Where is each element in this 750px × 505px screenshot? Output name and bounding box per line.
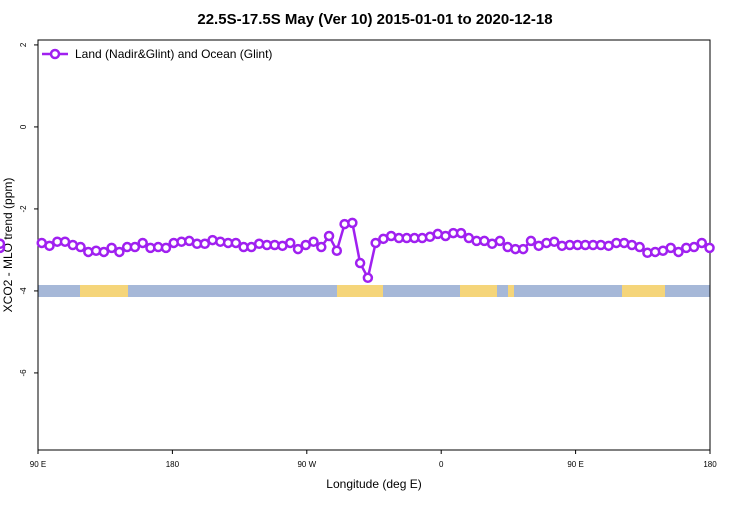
x-tick-label: 90 E <box>30 460 46 469</box>
land-band <box>622 285 665 297</box>
chart-title: 22.5S-17.5S May (Ver 10) 2015-01-01 to 2… <box>197 11 552 28</box>
data-point <box>673 246 684 258</box>
land-band <box>337 285 383 297</box>
data-point <box>129 241 141 253</box>
data-point <box>316 241 327 253</box>
data-point <box>665 242 676 254</box>
y-axis-label: XCO2 - MLO trend (ppm) <box>1 178 15 313</box>
data-point <box>199 238 211 250</box>
data-point <box>548 236 560 247</box>
data-point <box>114 246 125 258</box>
y-tick-label: -2 <box>19 205 28 213</box>
legend-marker <box>49 48 61 60</box>
data-point <box>0 238 6 250</box>
land-band <box>80 285 128 297</box>
data-point <box>347 217 358 229</box>
data-point <box>362 272 374 284</box>
data-point <box>137 237 148 249</box>
data-point <box>308 236 319 247</box>
land-band <box>508 285 514 297</box>
x-tick-label: 0 <box>439 460 444 469</box>
x-tick-label: 90 W <box>297 460 316 469</box>
y-tick-label: -6 <box>19 369 28 377</box>
data-point <box>331 245 343 256</box>
data-point <box>75 241 86 253</box>
land-ocean-strip <box>38 285 710 297</box>
data-point <box>634 241 645 253</box>
data-point <box>230 237 242 249</box>
data-point <box>696 237 708 249</box>
data-point <box>284 237 296 249</box>
data-point <box>455 227 467 239</box>
data-point <box>688 241 700 253</box>
data-point <box>292 243 304 255</box>
data-point <box>704 242 715 254</box>
x-axis-label: Longitude (deg E) <box>326 477 421 491</box>
data-point <box>98 246 110 258</box>
legend-label: Land (Nadir&Glint) and Ocean (Glint) <box>75 47 272 61</box>
y-tick-label: 2 <box>19 42 28 47</box>
y-tick-label: -4 <box>19 287 28 295</box>
data-point <box>354 257 366 269</box>
land-band <box>460 285 497 297</box>
data-point <box>44 240 55 252</box>
x-tick-label: 90 E <box>567 460 583 469</box>
y-tick-label: 0 <box>19 124 28 129</box>
data-point <box>160 242 172 254</box>
data-point <box>106 242 117 254</box>
data-point <box>370 237 381 249</box>
data-point <box>517 243 529 255</box>
data-point <box>525 235 537 247</box>
x-tick-label: 180 <box>166 460 180 469</box>
data-point <box>494 235 506 247</box>
data-point <box>323 230 335 242</box>
x-tick-label: 180 <box>703 460 717 469</box>
